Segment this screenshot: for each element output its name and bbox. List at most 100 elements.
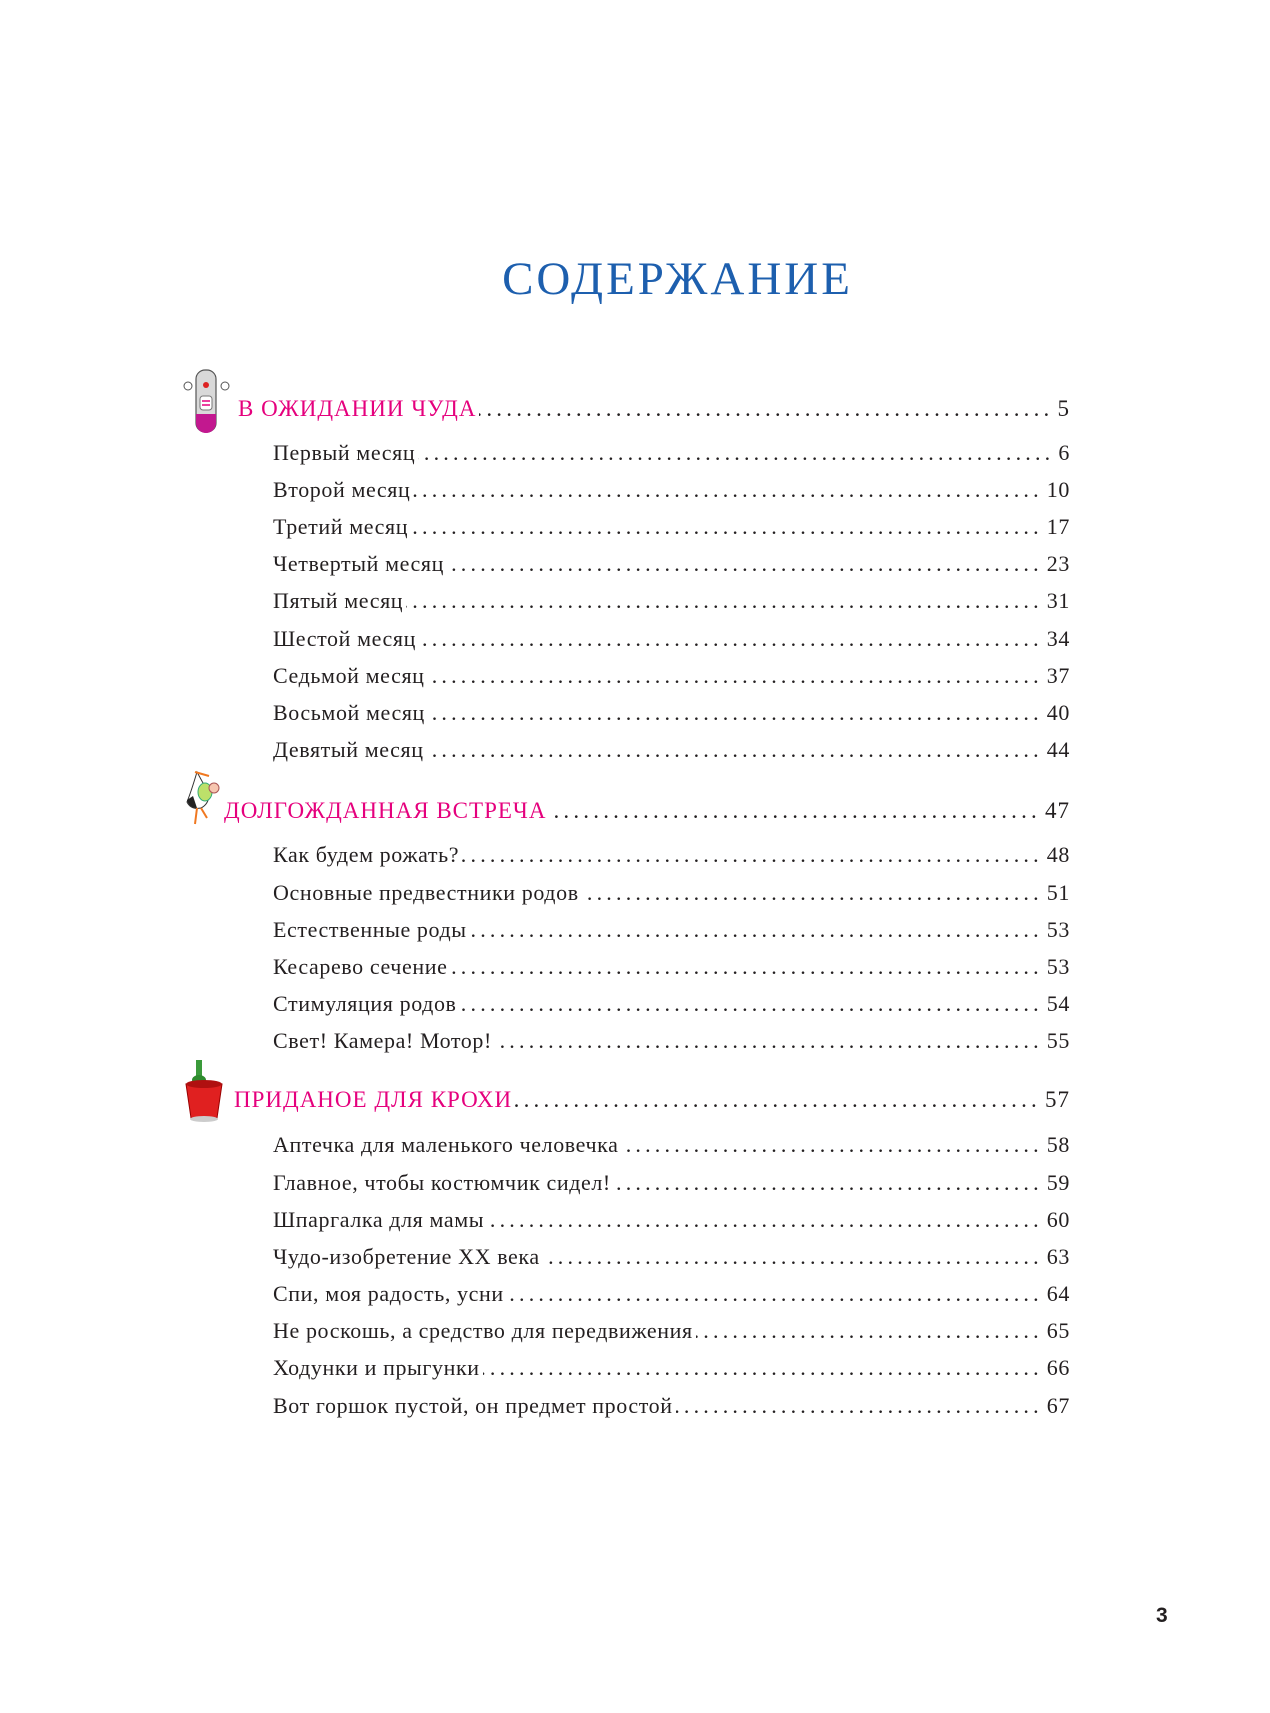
toc-section-heading[interactable]: ПРИДАНОЕ ДЛЯ КРОХИ......................… [234, 1085, 1070, 1115]
toc-entry[interactable]: Основные предвестники родов.............… [273, 878, 1070, 908]
toc-entry[interactable]: Аптечка для маленького человечка........… [273, 1130, 1070, 1160]
toc-section-heading[interactable]: В ОЖИДАНИИ ЧУДА.........................… [238, 394, 1070, 424]
entry-title: Девятый месяц [273, 737, 424, 762]
entry-title: Вот горшок пустой, он предмет простой [273, 1393, 673, 1418]
dot-leader: ........................................… [549, 798, 1041, 823]
section-page: 5 [1057, 396, 1070, 421]
entry-page: 10 [1046, 477, 1070, 502]
toc-entry[interactable]: Второй месяц............................… [273, 475, 1070, 505]
dot-leader: ........................................… [447, 551, 1043, 576]
entry-page: 54 [1046, 991, 1070, 1016]
entry-title: Аптечка для маленького человечка [273, 1132, 619, 1157]
entry-title: Седьмой месяц [273, 663, 425, 688]
entry-title: Спи, моя радость, усни [273, 1281, 504, 1306]
entry-title: Стимуляция родов [273, 991, 457, 1016]
entry-page: 17 [1046, 514, 1070, 539]
dot-leader: ........................................… [470, 917, 1043, 942]
entry-title: Пятый месяц [273, 588, 404, 613]
toc-section-heading[interactable]: ДОЛГОЖДАННАЯ ВСТРЕЧА....................… [224, 796, 1070, 826]
entry-title: Естественные роды [273, 917, 467, 942]
entry-page: 55 [1046, 1028, 1070, 1053]
toc-entry[interactable]: Третий месяц............................… [273, 512, 1070, 542]
entry-title: Как будем рожать? [273, 842, 460, 867]
entry-title: Шестой месяц [273, 626, 416, 651]
entry-page: 37 [1046, 663, 1070, 688]
entry-title: Восьмой месяц [273, 700, 425, 725]
toc-entry[interactable]: Первый месяц............................… [273, 438, 1070, 468]
entry-title: Третий месяц [273, 514, 409, 539]
entry-page: 48 [1046, 842, 1070, 867]
dot-leader: ........................................… [479, 396, 1054, 421]
entry-page: 53 [1046, 917, 1070, 942]
toc-entry[interactable]: Восьмой месяц...........................… [273, 698, 1070, 728]
page-title: СОДЕРЖАНИЕ [502, 253, 853, 305]
entry-title: Чудо-изобретение XX века [273, 1244, 540, 1269]
toc-entry[interactable]: Не роскошь, а средство для передвижения.… [273, 1316, 1070, 1346]
entry-title: Второй месяц [273, 477, 411, 502]
toc-entry[interactable]: Пятый месяц.............................… [273, 586, 1070, 616]
entry-page: 44 [1046, 737, 1070, 762]
toc-entry[interactable]: Чудо-изобретение XX века................… [273, 1242, 1070, 1272]
pregnancy-test-icon [183, 369, 230, 433]
toc-entry[interactable]: Кесарево сечение........................… [273, 952, 1070, 982]
toc-entry[interactable]: Главное, чтобы костюмчик сидел!.........… [273, 1168, 1070, 1198]
entry-page: 67 [1046, 1393, 1070, 1418]
entry-page: 53 [1046, 954, 1070, 979]
entry-title: Ходунки и прыгунки [273, 1355, 480, 1380]
entry-page: 23 [1046, 551, 1070, 576]
entry-page: 63 [1046, 1244, 1070, 1269]
toc-entry[interactable]: Седьмой месяц...........................… [273, 661, 1070, 691]
stork-icon [186, 770, 220, 825]
entry-page: 40 [1046, 700, 1070, 725]
toc-entry[interactable]: Вот горшок пустой, он предмет простой...… [273, 1391, 1070, 1421]
dot-leader: ........................................… [419, 626, 1043, 651]
dot-leader: ........................................… [406, 588, 1043, 613]
dot-leader: ........................................… [696, 1318, 1043, 1343]
entry-page: 65 [1046, 1318, 1070, 1343]
dot-leader: ........................................… [418, 440, 1055, 465]
dot-leader: ........................................… [413, 477, 1043, 502]
entry-title: Не роскошь, а средство для передвижения [273, 1318, 693, 1343]
section-title: ДОЛГОЖДАННАЯ ВСТРЕЧА [224, 798, 547, 823]
entry-page: 64 [1046, 1281, 1070, 1306]
toc-entry[interactable]: Шпаргалка для мамы......................… [273, 1205, 1070, 1235]
entry-page: 66 [1046, 1355, 1070, 1380]
toc-entry[interactable]: Ходунки и прыгунки......................… [273, 1353, 1070, 1383]
dot-leader: ........................................… [411, 514, 1043, 539]
entry-page: 51 [1046, 880, 1070, 905]
dot-leader: ........................................… [621, 1132, 1043, 1157]
entry-page: 60 [1046, 1207, 1070, 1232]
dot-leader: ........................................… [581, 880, 1043, 905]
entry-title: Свет! Камера! Мотор! [273, 1028, 492, 1053]
toc-entry[interactable]: Свет! Камера! Мотор!....................… [273, 1026, 1070, 1056]
bucket-icon [185, 1060, 223, 1122]
dot-leader: ........................................… [450, 954, 1043, 979]
toc-entry[interactable]: Четвертый месяц.........................… [273, 549, 1070, 579]
entry-title: Кесарево сечение [273, 954, 448, 979]
dot-leader: ........................................… [428, 663, 1043, 688]
entry-page: 31 [1046, 588, 1070, 613]
dot-leader: ........................................… [543, 1244, 1043, 1269]
dot-leader: ........................................… [515, 1087, 1041, 1112]
entry-title: Основные предвестники родов [273, 880, 579, 905]
toc-entry[interactable]: Спи, моя радость, усни..................… [273, 1279, 1070, 1309]
dot-leader: ........................................… [487, 1207, 1043, 1232]
entry-page: 34 [1046, 626, 1070, 651]
dot-leader: ........................................… [460, 991, 1043, 1016]
section-page: 57 [1045, 1087, 1070, 1112]
toc-entry[interactable]: Девятый месяц...........................… [273, 735, 1070, 765]
toc-entry[interactable]: Шестой месяц............................… [273, 624, 1070, 654]
entry-title: Первый месяц [273, 440, 416, 465]
entry-title: Шпаргалка для мамы [273, 1207, 485, 1232]
section-title: ПРИДАНОЕ ДЛЯ КРОХИ [234, 1087, 513, 1112]
dot-leader: ........................................… [483, 1355, 1043, 1380]
dot-leader: ........................................… [428, 700, 1043, 725]
entry-page: 59 [1046, 1170, 1070, 1195]
toc-entry[interactable]: Как будем рожать?.......................… [273, 840, 1070, 870]
toc-entry[interactable]: Стимуляция родов........................… [273, 989, 1070, 1019]
entry-page: 58 [1046, 1132, 1070, 1157]
dot-leader: ........................................… [462, 842, 1043, 867]
entry-page: 6 [1058, 440, 1070, 465]
dot-leader: ........................................… [507, 1281, 1043, 1306]
toc-entry[interactable]: Естественные роды.......................… [273, 915, 1070, 945]
